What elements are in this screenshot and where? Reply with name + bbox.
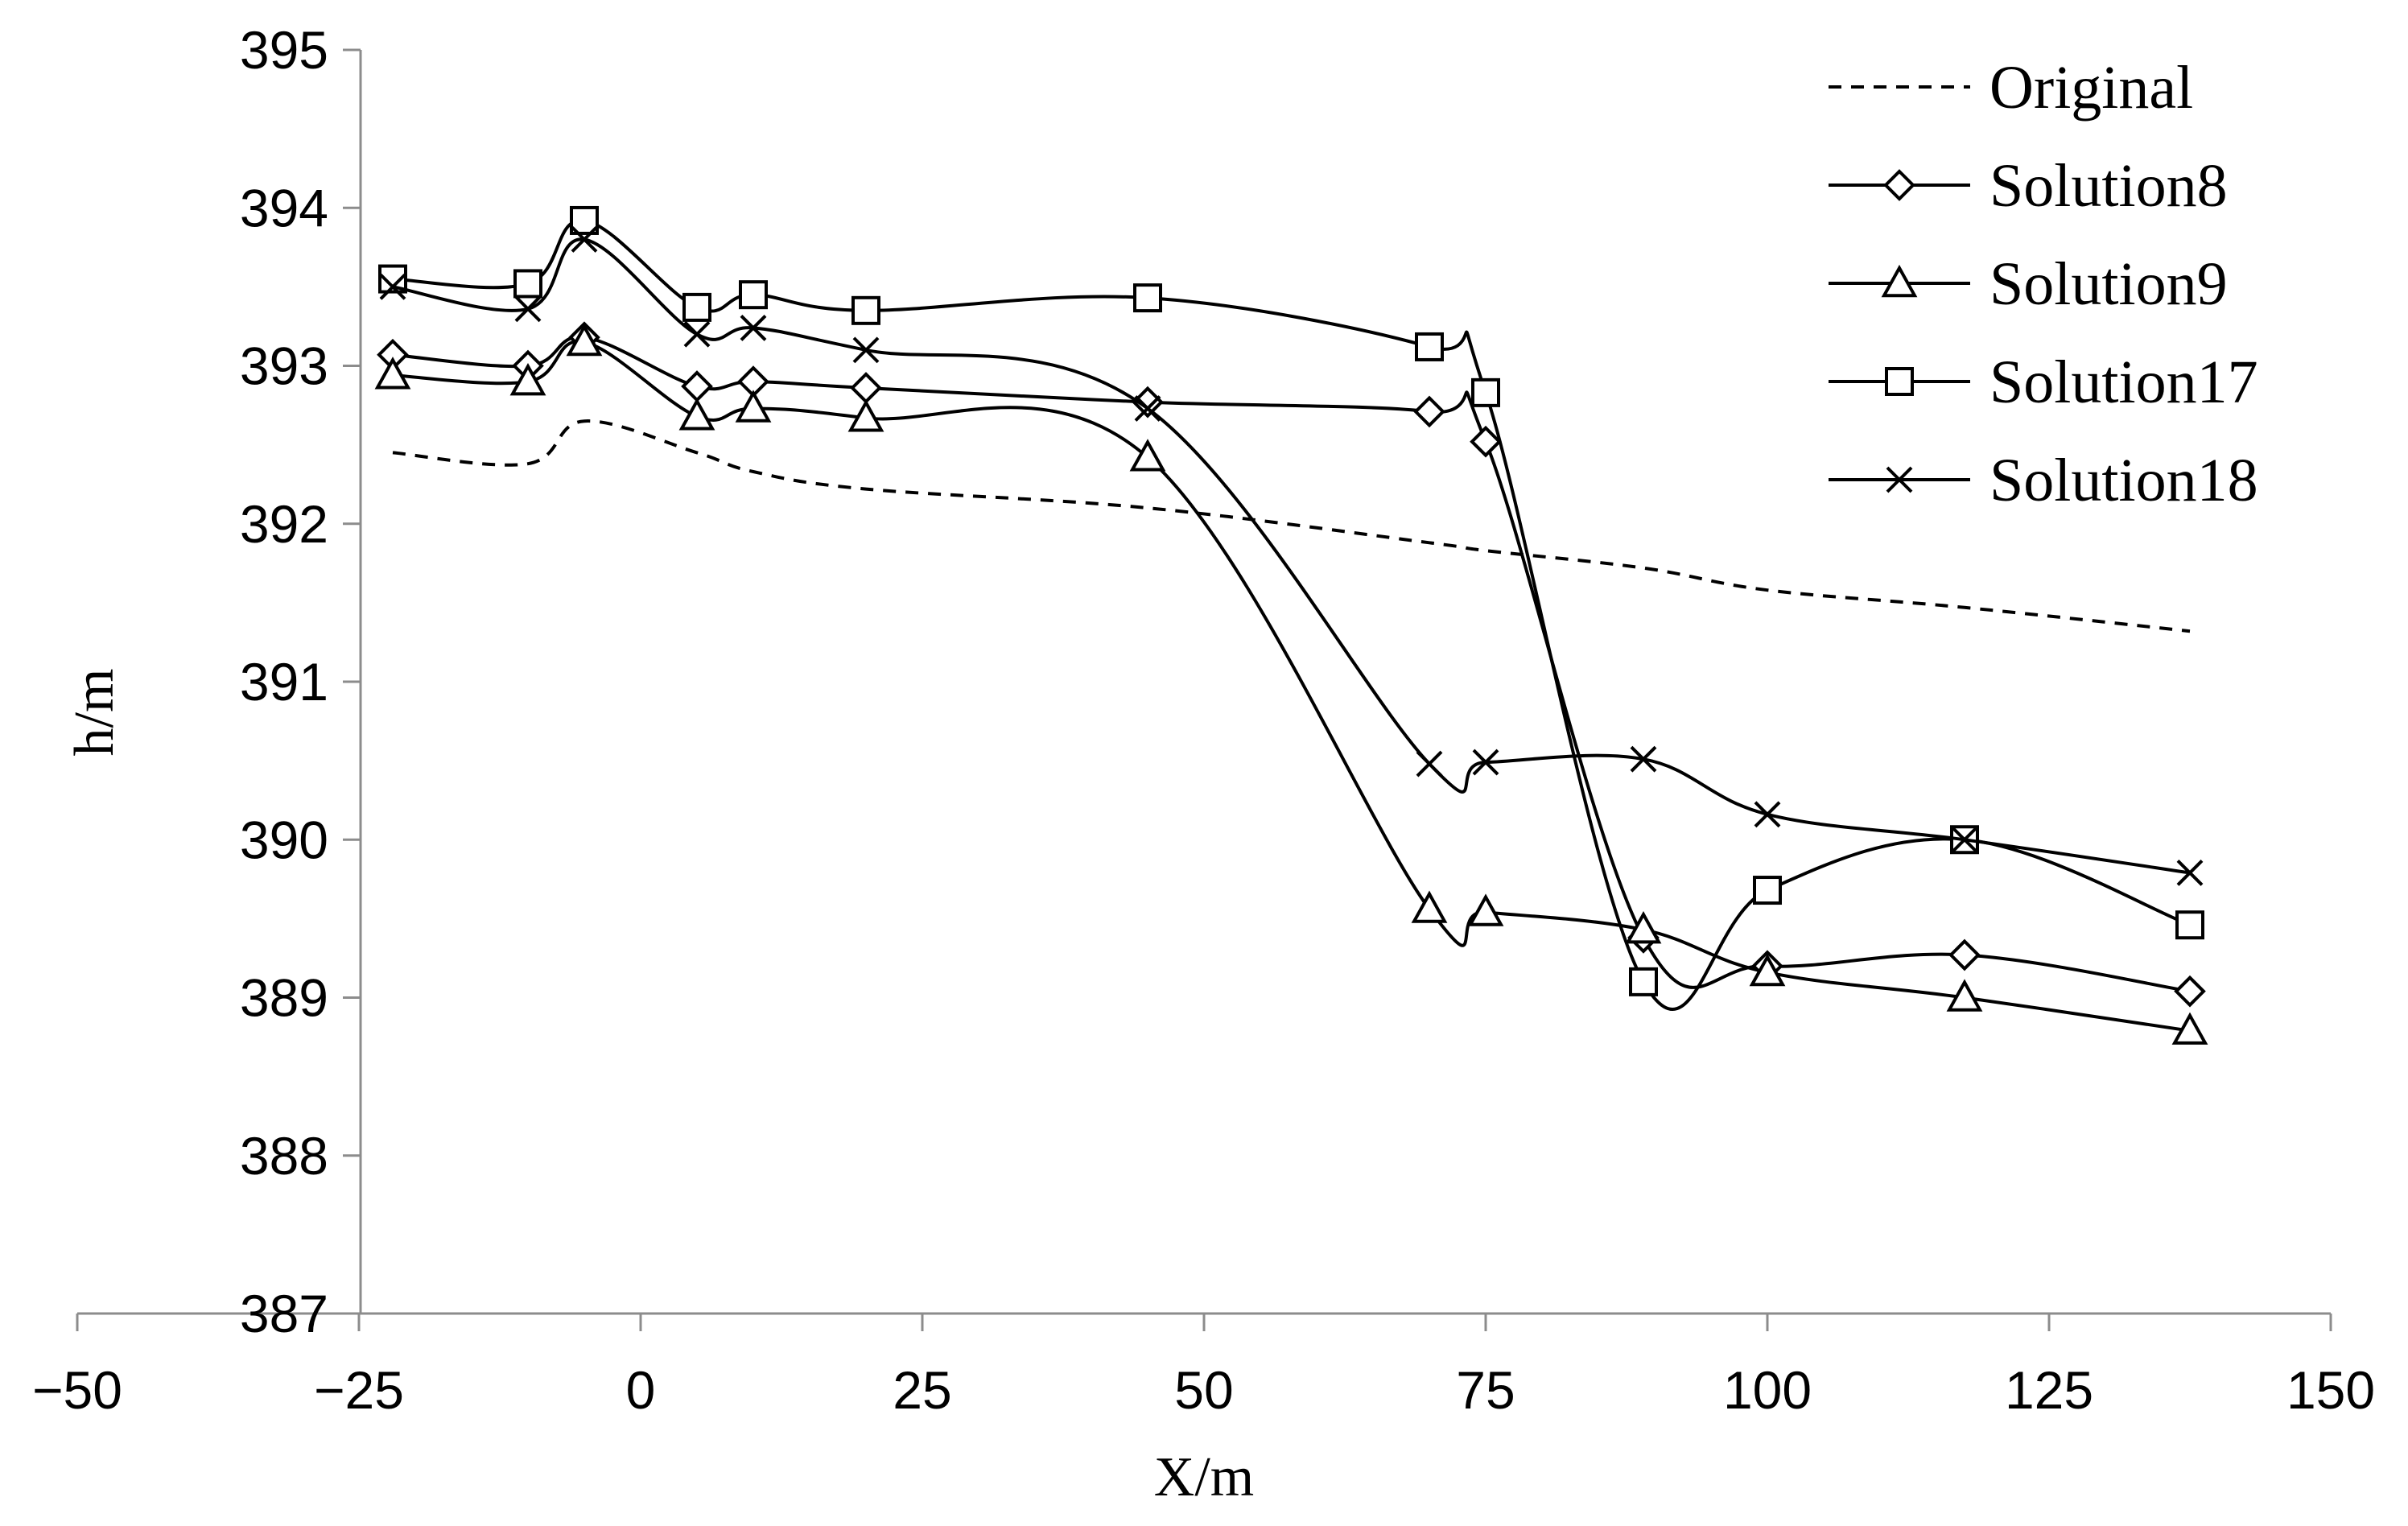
legend-label-solution17: Solution17 [1989, 349, 2258, 416]
data-point-solution18 [1754, 801, 1781, 828]
data-point-solution18 [1630, 745, 1657, 773]
legend-item-original: Original [1829, 54, 2193, 122]
data-point-solution18 [1951, 826, 1978, 853]
data-point-solution18 [1416, 750, 1443, 777]
legend-label-original: Original [1989, 54, 2193, 122]
y-tick-label: 394 [240, 178, 328, 237]
data-point-solution9 [566, 323, 603, 357]
data-point-solution18 [514, 295, 542, 323]
data-point-solution8 [850, 372, 882, 404]
series-original [392, 419, 2191, 633]
legend-label-solution18: Solution18 [1989, 447, 2258, 514]
x-tick-label: 0 [626, 1360, 656, 1420]
series-line-solution18 [392, 237, 2191, 875]
data-point-solution8 [1413, 395, 1445, 428]
x-tick-label: 100 [1723, 1360, 1812, 1420]
data-point-solution17 [1415, 332, 1444, 361]
data-point-solution9 [509, 363, 546, 396]
data-point-solution8 [2174, 975, 2206, 1008]
data-point-solution8 [1470, 425, 1502, 458]
data-point-solution17 [1471, 377, 1500, 407]
data-point-solution18 [2176, 860, 2204, 886]
x-axis-title: X/m [1154, 1446, 1254, 1508]
data-point-solution17 [739, 280, 768, 310]
data-point-solution9 [735, 390, 772, 423]
plot-area [374, 205, 2208, 1045]
y-tick-label: 391 [240, 652, 328, 711]
y-tick-label: 395 [240, 20, 328, 80]
data-point-solution17 [1753, 876, 1782, 905]
data-point-solution8 [681, 370, 713, 402]
legend-marker-solution18 [1886, 466, 1913, 493]
data-point-solution18 [740, 314, 767, 341]
legend-item-solution17: Solution17 [1829, 349, 2258, 416]
data-point-solution8 [1948, 938, 1981, 971]
x-tick-label: 75 [1456, 1360, 1515, 1420]
data-point-solution17 [1629, 967, 1658, 996]
data-point-solution9 [847, 399, 884, 432]
data-point-solution9 [2171, 1012, 2208, 1045]
data-point-solution9 [1749, 953, 1786, 987]
y-tick-label: 388 [240, 1126, 328, 1186]
data-point-solution17 [2175, 910, 2204, 940]
legend-item-solution8: Solution8 [1829, 152, 2228, 220]
legend-marker-solution8 [1883, 169, 1915, 201]
series-line-original [392, 419, 2191, 633]
data-point-solution9 [374, 357, 411, 390]
x-tick-label: 50 [1174, 1360, 1233, 1420]
data-point-solution18 [852, 336, 880, 364]
series-solution9 [374, 323, 2208, 1045]
y-axis-title: h/m [64, 669, 126, 757]
axes: −50 −25 0 25 50 75 100 125 150 387 388 389 390 391 392… [32, 20, 2375, 1420]
y-tick-label: 387 [240, 1284, 328, 1343]
data-point-solution17 [513, 269, 542, 299]
x-tick-label: −50 [32, 1360, 122, 1420]
legend: Original Solution8 Solution9 Solution17 Solu… [1829, 54, 2258, 514]
x-tick-label: 25 [893, 1360, 951, 1420]
data-point-solution18 [379, 273, 406, 300]
data-point-solution9 [678, 398, 715, 431]
legend-marker-solution9 [1881, 264, 1918, 298]
x-tick-label: 125 [2005, 1360, 2093, 1420]
x-tick-label: −25 [314, 1360, 404, 1420]
data-point-solution18 [1134, 395, 1161, 422]
y-tick-label: 390 [240, 810, 328, 869]
series-line-solution9 [392, 340, 2191, 1033]
y-tick-label: 393 [240, 336, 328, 396]
data-point-solution9 [1625, 910, 1662, 944]
data-point-solution9 [1467, 893, 1504, 926]
series-line-solution17 [392, 218, 2191, 1011]
data-point-solution17 [851, 295, 880, 325]
data-point-solution18 [571, 226, 598, 253]
legend-label-solution8: Solution8 [1989, 152, 2228, 220]
legend-label-solution9: Solution9 [1989, 250, 2228, 318]
y-tick-label: 389 [240, 968, 328, 1028]
legend-item-solution18: Solution18 [1829, 447, 2258, 514]
legend-marker-solution17 [1885, 367, 1914, 396]
data-point-solution9 [1411, 890, 1448, 923]
legend-item-solution9: Solution9 [1829, 250, 2228, 318]
data-point-solution18 [683, 320, 711, 348]
y-tick-label: 392 [240, 494, 328, 554]
x-tick-label: 150 [2286, 1360, 2375, 1420]
data-point-solution17 [1133, 283, 1162, 313]
series-solution18 [379, 226, 2204, 886]
data-point-solution18 [1472, 749, 1499, 776]
series-solution17 [378, 205, 2204, 1011]
data-point-solution9 [1129, 439, 1166, 472]
data-point-solution17 [682, 292, 711, 322]
data-point-solution9 [1946, 979, 1983, 1012]
